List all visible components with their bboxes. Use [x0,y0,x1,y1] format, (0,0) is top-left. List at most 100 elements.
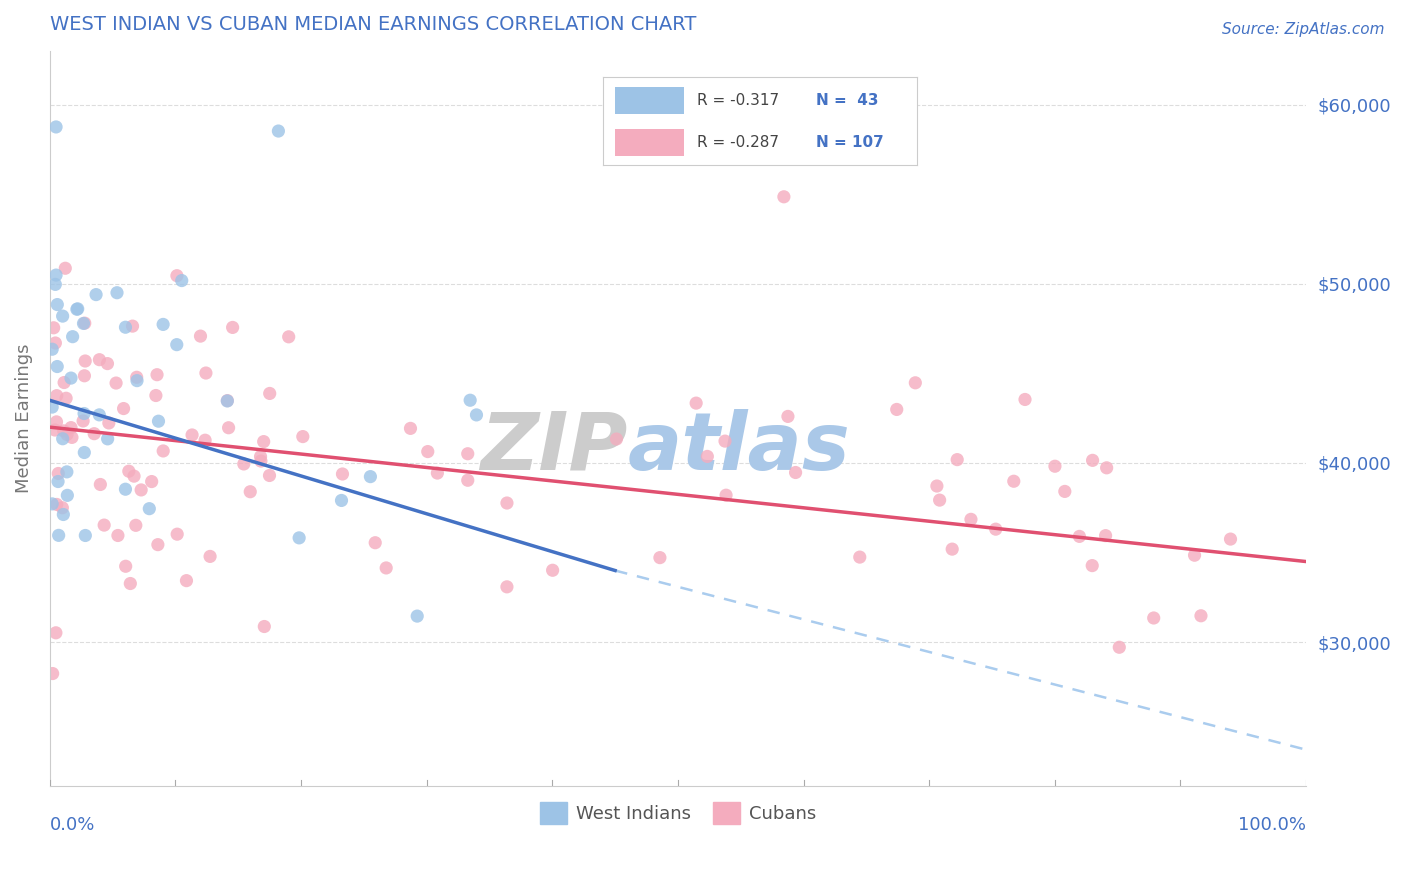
Point [89,408,111,422]
Point [166,337,188,351]
Point [48,528,70,542]
Point [46,359,69,374]
Point [1189,608,1212,623]
Point [416,444,439,458]
Text: ZIP: ZIP [481,409,627,486]
Point [941,542,963,557]
Point [176,574,198,588]
Text: 100.0%: 100.0% [1239,816,1306,834]
Point [194,434,217,448]
Text: 0.0%: 0.0% [49,816,96,834]
Point [129,483,152,497]
Point [46,467,69,481]
Point [181,428,204,442]
Point [152,318,174,332]
Point [984,522,1007,536]
Point [138,501,160,516]
Point [45,415,67,429]
Point [75,528,97,542]
Point [114,320,136,334]
Point [45,389,67,403]
Point [194,366,217,380]
Point [1184,548,1206,562]
Point [239,484,262,499]
Point [1094,528,1116,542]
Point [1069,529,1091,543]
Point [112,401,135,416]
Point [928,493,950,508]
Point [59,371,82,385]
Point [170,274,193,288]
Point [146,368,169,382]
Point [145,388,167,402]
Point [46,475,69,489]
Point [122,469,145,483]
Point [785,466,807,480]
Point [118,464,141,478]
Point [56,488,79,502]
Point [904,376,927,390]
Point [457,473,479,487]
Point [46,297,69,311]
Point [714,434,737,449]
Point [267,124,290,138]
Point [190,329,212,343]
Point [75,354,97,368]
Point [84,287,107,301]
Point [55,391,77,405]
Point [45,498,67,512]
Point [42,320,65,334]
Point [277,330,299,344]
Point [375,561,398,575]
Text: atlas: atlas [627,409,851,486]
Point [93,518,115,533]
Point [44,277,66,292]
Point [1095,460,1118,475]
Point [605,432,627,446]
Point [359,469,381,483]
Point [51,500,73,515]
Point [89,352,111,367]
Point [773,190,796,204]
Point [97,416,120,430]
Point [1002,475,1025,489]
Point [496,496,519,510]
Point [45,625,67,640]
Point [696,450,718,464]
Point [541,563,564,577]
Point [107,528,129,542]
Point [73,316,96,330]
Point [232,457,254,471]
Point [97,432,120,446]
Point [221,320,243,334]
Point [114,559,136,574]
Point [52,432,75,446]
Point [152,444,174,458]
Point [1081,558,1104,573]
Point [291,429,314,443]
Point [960,512,983,526]
Point [105,285,128,300]
Point [125,518,148,533]
Point [259,386,281,401]
Point [217,393,239,408]
Point [52,508,75,522]
Point [1014,392,1036,407]
Point [146,538,169,552]
Point [288,531,311,545]
Point [1108,640,1130,655]
Point [166,268,188,283]
Point [1081,453,1104,467]
Point [66,302,89,317]
Point [45,120,67,134]
Point [249,450,271,464]
Point [406,609,429,624]
Point [253,619,276,633]
Point [330,493,353,508]
Point [41,400,63,414]
Point [56,465,79,479]
Point [83,426,105,441]
Point [62,329,84,343]
Point [457,447,479,461]
Point [89,477,111,491]
